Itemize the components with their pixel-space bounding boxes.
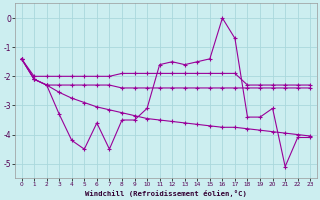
X-axis label: Windchill (Refroidissement éolien,°C): Windchill (Refroidissement éolien,°C) bbox=[85, 190, 247, 197]
